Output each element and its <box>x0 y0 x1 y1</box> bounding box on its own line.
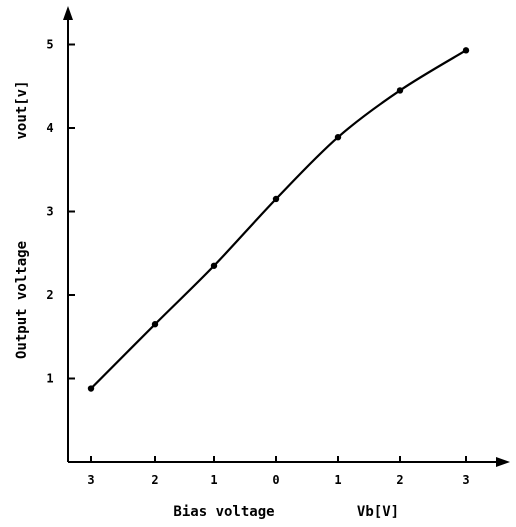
y-tick-label: 2 <box>46 288 53 302</box>
data-point <box>334 133 342 141</box>
series-line <box>90 49 467 390</box>
x-tick-label: 2 <box>396 473 403 487</box>
x-axis-title: Bias voltage <box>173 504 274 520</box>
data-point <box>272 195 280 203</box>
data-point <box>396 87 404 94</box>
series-line-group <box>87 47 470 392</box>
x-tick-label: 1 <box>334 473 341 487</box>
x-ticks: 3 2 1 0 1 2 3 <box>87 456 470 487</box>
x-axis-unit: Vb[V] <box>357 504 399 520</box>
x-tick-label: 3 <box>87 473 94 487</box>
x-tick-label: 3 <box>462 473 469 487</box>
y-tick-label: 1 <box>46 372 53 386</box>
y-tick-label: 3 <box>46 205 53 219</box>
y-axis-title-outer: Output voltage <box>14 241 30 359</box>
y-axis-title-inner: vout[v] <box>14 80 30 139</box>
x-tick-label: 0 <box>272 473 279 487</box>
x-axis-arrow <box>496 457 510 467</box>
data-point <box>151 321 159 328</box>
y-axis-arrow <box>63 6 73 20</box>
x-tick-label: 1 <box>210 473 217 487</box>
x-tick-label: 2 <box>151 473 158 487</box>
y-tick-label: 5 <box>46 38 53 52</box>
data-point <box>210 262 218 269</box>
y-tick-label: 4 <box>46 121 53 135</box>
y-ticks: 1 2 3 4 5 <box>46 38 75 386</box>
data-point <box>87 385 95 392</box>
data-point <box>462 47 470 54</box>
